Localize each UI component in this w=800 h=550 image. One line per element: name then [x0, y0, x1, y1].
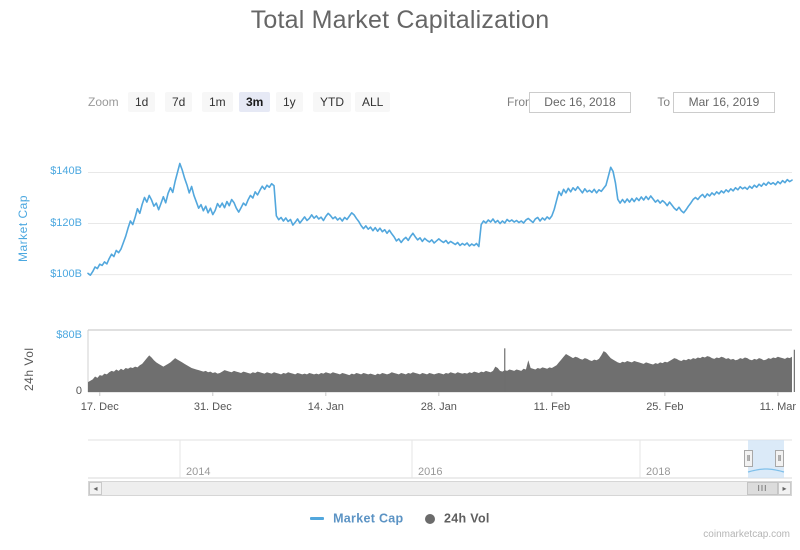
market-cap-ytick-100: $100B [50, 267, 82, 280]
zoom-button-ytd[interactable]: YTD [313, 92, 351, 112]
x-axis-tick-4: 11. Feb [533, 401, 571, 413]
navigator-tick-2016: 2016 [418, 466, 443, 478]
zoom-button-7d[interactable]: 7d [165, 92, 193, 112]
zoom-button-1m[interactable]: 1m [202, 92, 233, 112]
navigator-handle-right[interactable]: ‖ [775, 450, 784, 467]
scroll-left-arrow-button[interactable]: ◂ [89, 482, 102, 495]
navigator-tick-2014: 2014 [186, 466, 211, 478]
line-marker-icon [310, 517, 325, 521]
scrollbar-thumb[interactable]: III [747, 482, 778, 495]
volume-series [88, 348, 795, 392]
market-cap-ytick-120: $120B [50, 216, 82, 229]
zoom-button-3m[interactable]: 3m [239, 92, 271, 112]
gridlines [87, 171, 792, 479]
legend-item-market-cap[interactable]: Market Cap [310, 511, 403, 526]
to-label: To [657, 95, 670, 109]
navigator-handle-left[interactable]: ‖ [744, 450, 753, 467]
market-cap-ytick-140: $140B [50, 165, 82, 178]
zoom-label: Zoom [88, 95, 119, 109]
zoom-button-1y[interactable]: 1y [276, 92, 303, 112]
to-date-input[interactable]: Mar 16, 2019 [673, 92, 775, 113]
zoom-button-1d[interactable]: 1d [128, 92, 156, 112]
x-axis-tick-6: 11. Mar [759, 401, 797, 413]
market-cap-series [87, 162, 793, 276]
page-title: Total Market Capitalization [250, 6, 550, 34]
from-label: From [507, 95, 535, 109]
dot-marker-icon [425, 513, 436, 524]
navigator-series [179, 440, 785, 478]
range-selector: Zoom From To Dec 16, 2018 Mar 16, 2019 1… [88, 92, 778, 114]
legend-item-volume[interactable]: 24h Vol [425, 511, 489, 526]
scroll-right-arrow-button[interactable]: ▸ [778, 482, 791, 495]
x-axis-tick-1: 31. Dec [193, 401, 232, 413]
chart-legend: Market Cap 24h Vol [0, 511, 800, 526]
navigator-scrollbar[interactable]: ◂ ▸ III [88, 481, 792, 496]
legend-label-volume: 24h Vol [444, 511, 490, 526]
x-axis-tick-5: 25. Feb [646, 401, 684, 413]
volume-ytick-0: 0 [75, 385, 82, 397]
legend-label-market-cap: Market Cap [333, 511, 404, 526]
volume-ytick-80: $80B [56, 328, 82, 341]
x-axis-tick-3: 28. Jan [420, 401, 457, 413]
watermark: coinmarketcap.com [703, 529, 790, 540]
zoom-button-all[interactable]: ALL [355, 92, 391, 112]
from-date-input[interactable]: Dec 16, 2018 [529, 92, 631, 113]
x-axis-tick-0: 17. Dec [80, 401, 119, 413]
navigator-tick-2018: 2018 [646, 466, 671, 478]
x-axis-tick-2: 14. Jan [307, 401, 344, 413]
